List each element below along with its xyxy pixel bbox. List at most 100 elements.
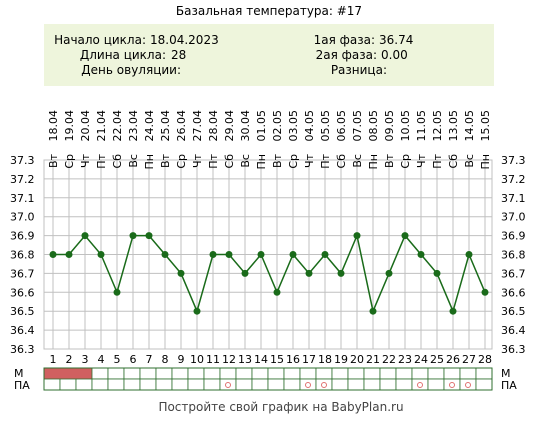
phase1-label: 1ая фаза: (314, 33, 375, 47)
pa-cell (123, 378, 141, 391)
menses-cell (443, 367, 461, 380)
menses-cell (363, 367, 381, 380)
menses-cell (283, 367, 301, 380)
weekday-label: Ср (399, 154, 412, 169)
temperature-point (65, 251, 73, 258)
day-number-label: 19 (334, 353, 348, 366)
temperature-point (401, 232, 409, 240)
pa-cell (379, 378, 397, 391)
date-label: 15.05 (479, 110, 492, 142)
menses-cell (235, 367, 253, 380)
pa-cell (219, 378, 237, 391)
date-label: 14.05 (463, 110, 476, 142)
row-label-pa-right: ПА (501, 379, 517, 392)
temperature-point (481, 288, 489, 296)
day-number-label: 26 (446, 353, 460, 366)
day-number-label: 4 (98, 353, 105, 366)
weekday-label: Вс (351, 154, 364, 168)
menses-cell (475, 367, 493, 380)
day-number-label: 15 (270, 353, 284, 366)
temperature-point (417, 251, 425, 258)
cycle-length-value: 28 (171, 48, 186, 62)
menses-cell (91, 367, 109, 380)
date-label: 07.05 (351, 110, 364, 142)
pa-cell (331, 378, 349, 391)
footer-link[interactable]: Постройте свой график на BabyPlan.ru (158, 400, 403, 414)
date-label: 21.04 (95, 110, 108, 142)
ovulation-label: День овуляции: (81, 63, 181, 77)
menses-cell (331, 367, 349, 380)
temperature-point (257, 251, 265, 258)
date-label: 01.05 (255, 110, 268, 142)
date-label: 25.04 (159, 110, 172, 142)
pa-cell (443, 378, 461, 391)
weekday-label: Пт (431, 153, 444, 168)
weekday-label: Пн (479, 154, 492, 169)
y-tick-label-left: 37.2 (10, 173, 35, 186)
day-number-label: 7 (146, 353, 153, 366)
day-number-label: 2 (66, 353, 73, 366)
date-label: 26.04 (175, 110, 188, 142)
pa-cell (267, 378, 285, 391)
y-tick-label-right: 37.2 (501, 173, 526, 186)
weekday-label: Чт (303, 153, 316, 168)
day-number-label: 20 (350, 353, 364, 366)
pa-cell (203, 378, 221, 391)
y-tick-label-left: 37.1 (10, 192, 35, 205)
date-label: 05.05 (319, 110, 332, 142)
temperature-point (81, 232, 89, 240)
date-label: 29.04 (223, 110, 236, 142)
weekday-label: Чт (415, 153, 428, 168)
y-tick-label-left: 36.4 (10, 324, 35, 337)
weekday-label: Вс (127, 154, 140, 168)
weekday-label: Чт (79, 153, 92, 168)
menses-cell (203, 367, 221, 380)
weekday-label: Вс (239, 154, 252, 168)
menses-cell (267, 367, 285, 380)
menses-cell-filled (75, 367, 93, 380)
temperature-point (209, 251, 217, 258)
day-number-label: 10 (190, 353, 204, 366)
menses-cell (139, 367, 157, 380)
weekday-label: Сб (447, 154, 460, 169)
menses-cell (379, 367, 397, 380)
pa-cell (155, 378, 173, 391)
day-number-label: 16 (286, 353, 300, 366)
date-label: 24.04 (143, 110, 156, 142)
info-panel (44, 24, 494, 86)
date-label: 23.04 (127, 110, 140, 142)
temperature-point (321, 251, 329, 258)
temperature-point (97, 251, 105, 258)
temperature-point (433, 269, 441, 277)
date-label: 13.05 (447, 110, 460, 142)
day-number-label: 23 (398, 353, 412, 366)
weekday-label: Сб (223, 154, 236, 169)
cycle-start-label: Начало цикла: (54, 33, 146, 47)
menses-cell (411, 367, 429, 380)
temperature-point (241, 269, 249, 277)
series-layer (49, 232, 489, 315)
menses-cell (299, 367, 317, 380)
weekday-label: Пт (95, 153, 108, 168)
temperature-point (385, 269, 393, 277)
pa-cell (395, 378, 413, 391)
date-label: 02.05 (271, 110, 284, 142)
row-label-m-left: М (14, 367, 24, 380)
y-tick-label-right: 36.6 (501, 286, 526, 299)
weekday-label: Вт (47, 153, 60, 168)
temperature-point (161, 251, 169, 258)
temperature-point (129, 232, 137, 240)
y-tick-label-left: 36.9 (10, 230, 35, 243)
menses-cell-filled (59, 367, 77, 380)
y-tick-label-left: 36.5 (10, 305, 35, 318)
y-tick-label-left: 37.0 (10, 211, 35, 224)
y-tick-label-right: 36.8 (501, 249, 526, 262)
temperature-point (145, 232, 153, 240)
day-number-label: 12 (222, 353, 236, 366)
pa-cell (59, 378, 77, 391)
phase2-value: 0.00 (381, 48, 408, 62)
date-label: 10.05 (399, 110, 412, 142)
pa-cell (139, 378, 157, 391)
weekday-label: Вт (271, 153, 284, 168)
menses-cell (459, 367, 477, 380)
